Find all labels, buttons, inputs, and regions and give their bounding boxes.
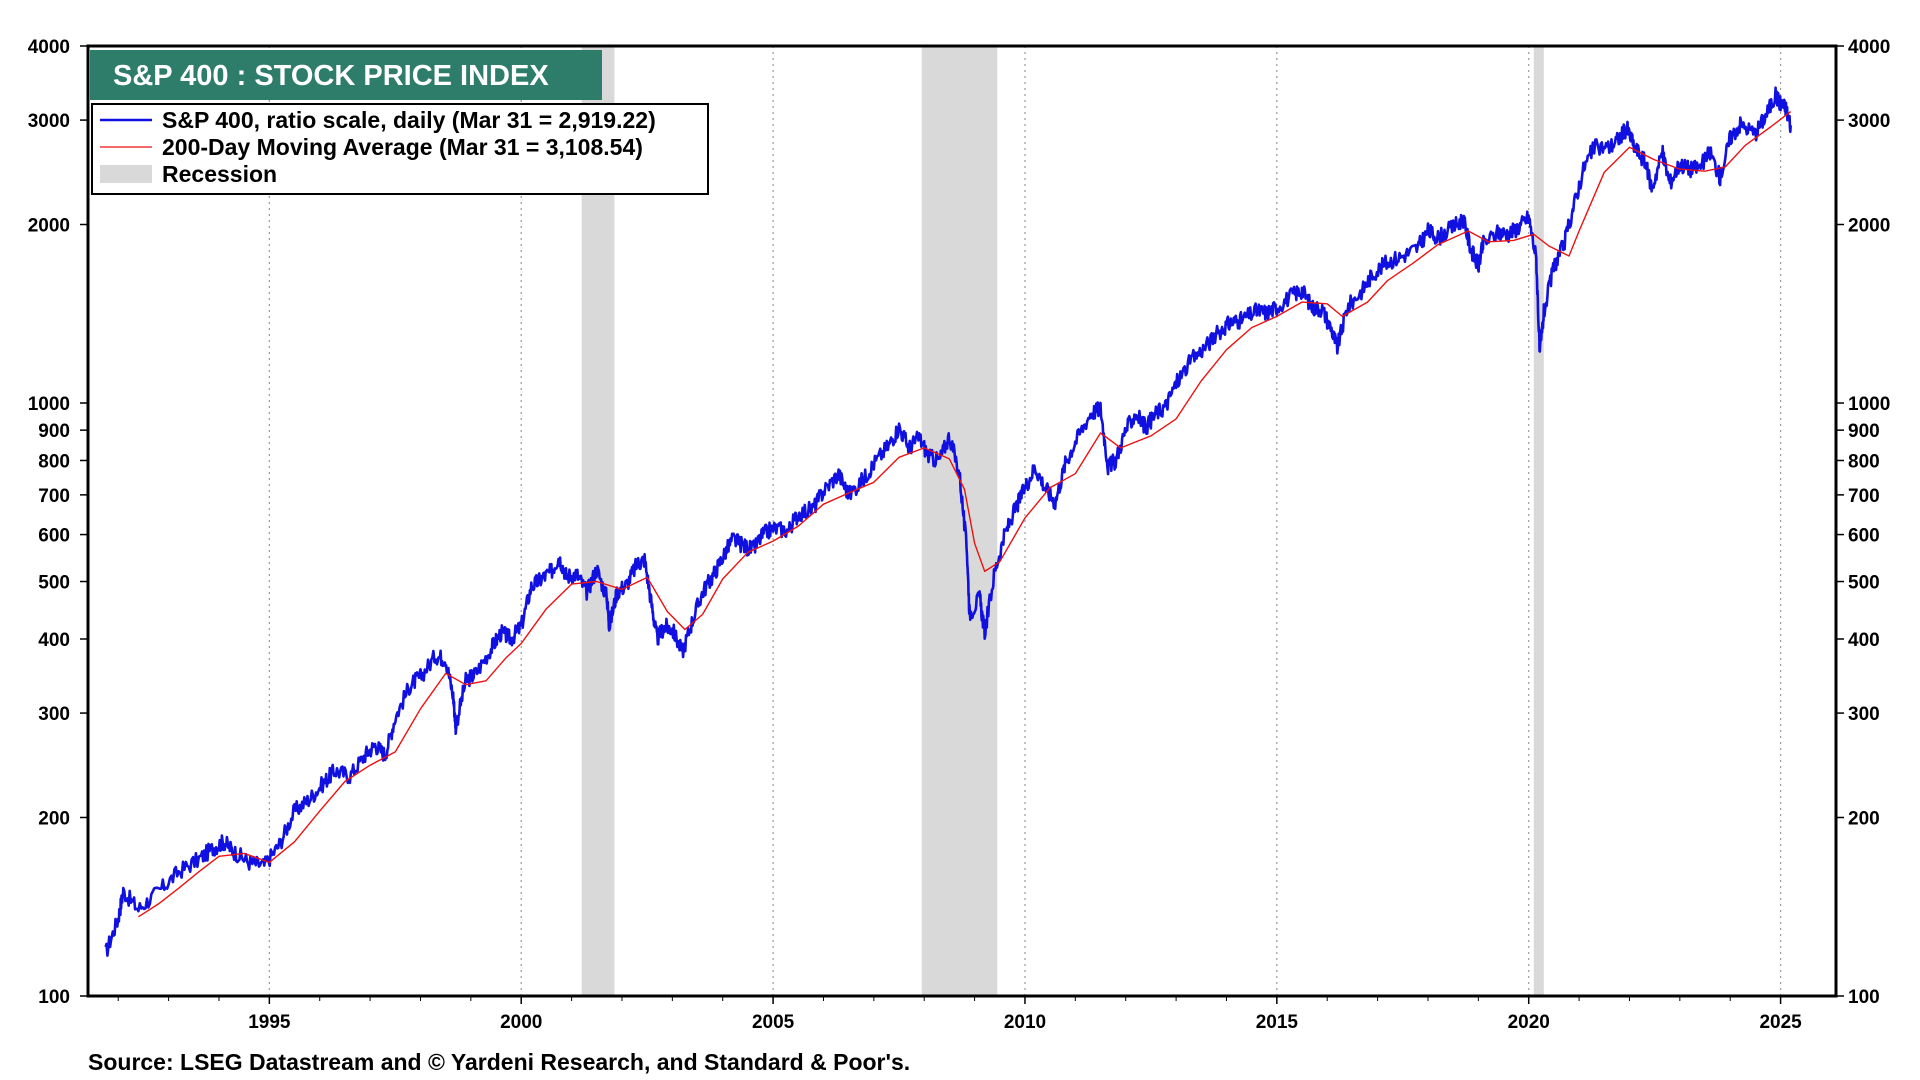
title-background: [90, 50, 602, 100]
y-tick-label-right-4000: 4000: [1848, 37, 1890, 58]
y-tick-label-left-100: 100: [38, 987, 70, 1008]
series-lines: [104, 86, 1792, 957]
x-tick-label-2015: 2015: [1256, 1012, 1299, 1033]
y-tick-label-right-700: 700: [1848, 486, 1880, 507]
chart-title: S&P 400 : STOCK PRICE INDEX: [113, 60, 549, 92]
y-tick-label-right-900: 900: [1848, 421, 1880, 442]
legend-box: [91, 103, 709, 195]
x-tick-label-2020: 2020: [1508, 1012, 1550, 1033]
y-tick-label-left-500: 500: [38, 573, 70, 594]
x-tick-label-1995: 1995: [248, 1012, 291, 1033]
x-axis-ticks: 1995 2000 2005 2010 2015 2020 2025: [117, 996, 1802, 1033]
y-tick-label-left-200: 200: [38, 808, 70, 829]
x-tick-label-2005: 2005: [752, 1012, 795, 1033]
y-tick-label-left-3000: 3000: [28, 111, 70, 132]
recession-band-0: [581, 46, 615, 996]
plot-frame: [86, 44, 1838, 998]
y-tick-label-left-900: 900: [38, 421, 70, 442]
y-tick-label-right-600: 600: [1848, 526, 1880, 547]
x-tick-label-2025: 2025: [1759, 1012, 1802, 1033]
y-tick-label-left-300: 300: [38, 704, 70, 725]
x-tick-label-2000: 2000: [500, 1012, 542, 1033]
y-tick-label-right-100: 100: [1848, 987, 1880, 1008]
y-tick-label-right-1000: 1000: [1848, 394, 1890, 415]
y-tick-label-right-800: 800: [1848, 451, 1880, 472]
source-note: Source: LSEG Datastream and © Yardeni Re…: [88, 1049, 910, 1075]
y-tick-label-left-400: 400: [38, 630, 70, 651]
y-tick-label-left-600: 600: [38, 526, 70, 547]
x-tick-label-2010: 2010: [1004, 1012, 1046, 1033]
legend-label-moving-average: 200-Day Moving Average (Mar 31 = 3,108.5…: [162, 134, 643, 160]
y-tick-label-right-500: 500: [1848, 573, 1880, 594]
legend-swatch-recession: [100, 165, 152, 183]
y-tick-label-right-200: 200: [1848, 808, 1880, 829]
y-axis-ticks: 100 100 200 200 300 300 400 400 500 500 600 600 700 7…: [28, 37, 1891, 1008]
legend-label-index: S&P 400, ratio scale, daily (Mar 31 = 2,…: [162, 107, 656, 133]
chart-title-box: S&P 400 : STOCK PRICE INDEX: [90, 50, 602, 100]
y-tick-label-left-700: 700: [38, 486, 70, 507]
y-tick-label-left-2000: 2000: [28, 216, 70, 237]
series-line-moving-average: [138, 111, 1792, 918]
recession-band-2: [1533, 46, 1544, 996]
y-tick-label-right-400: 400: [1848, 630, 1880, 651]
y-tick-label-left-4000: 4000: [28, 37, 70, 58]
vertical-gridlines: [268, 46, 1782, 996]
series-line-index: [104, 86, 1792, 957]
y-tick-label-right-3000: 3000: [1848, 111, 1890, 132]
recession-band-1: [921, 46, 998, 996]
recession-bands: [581, 46, 1544, 996]
y-tick-label-left-1000: 1000: [28, 394, 70, 415]
y-tick-label-left-800: 800: [38, 451, 70, 472]
legend-label-recession: Recession: [162, 161, 277, 187]
y-tick-label-right-300: 300: [1848, 704, 1880, 725]
legend: S&P 400, ratio scale, daily (Mar 31 = 2,…: [91, 103, 709, 195]
y-tick-label-right-2000: 2000: [1848, 216, 1890, 237]
